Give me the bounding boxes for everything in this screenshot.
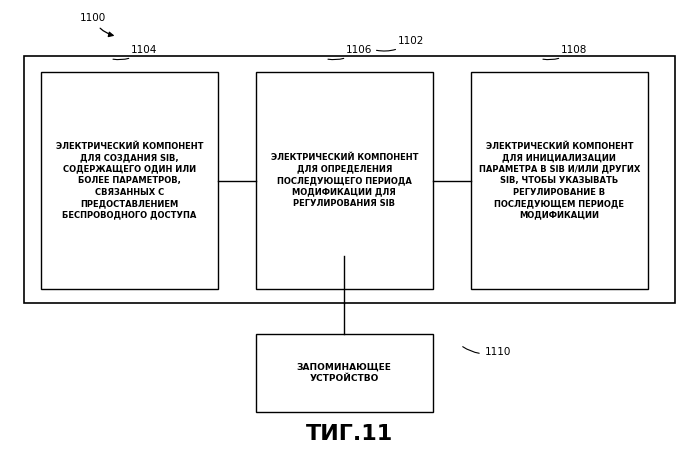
Bar: [24, 57, 675, 303]
Text: 1110: 1110: [463, 347, 511, 357]
Text: 1104: 1104: [113, 45, 157, 60]
Text: 1102: 1102: [377, 36, 424, 51]
Text: 1108: 1108: [543, 45, 587, 60]
Text: ЭЛЕКТРИЧЕСКИЙ КОМПОНЕНТ
ДЛЯ ИНИЦИАЛИЗАЦИИ
ПАРАМЕТРА В SIB И/ИЛИ ДРУГИХ
SIB, ЧТОБ: ЭЛЕКТРИЧЕСКИЙ КОМПОНЕНТ ДЛЯ ИНИЦИАЛИЗАЦИ…: [479, 142, 640, 220]
Text: 1106: 1106: [328, 45, 373, 60]
Text: ЗАПОМИНАЮЩЕЕ
УСТРОЙСТВО: ЗАПОМИНАЮЩЕЕ УСТРОЙСТВО: [297, 363, 391, 383]
Text: ЭЛЕКТРИЧЕСКИЙ КОМПОНЕНТ
ДЛЯ ОПРЕДЕЛЕНИЯ
ПОСЛЕДУЮЩЕГО ПЕРИОДА
МОДИФИКАЦИИ ДЛЯ
РЕГ: ЭЛЕКТРИЧЕСКИЙ КОМПОНЕНТ ДЛЯ ОПРЕДЕЛЕНИЯ …: [271, 153, 418, 208]
Bar: [256, 72, 433, 289]
Text: ΤИГ.11: ΤИГ.11: [306, 424, 393, 443]
Text: 1100: 1100: [80, 14, 113, 37]
Text: ЭЛЕКТРИЧЕСКИЙ КОМПОНЕНТ
ДЛЯ СОЗДАНИЯ SIB,
СОДЕРЖАЩЕГО ОДИН ИЛИ
БОЛЕЕ ПАРАМЕТРОВ,: ЭЛЕКТРИЧЕСКИЙ КОМПОНЕНТ ДЛЯ СОЗДАНИЯ SIB…: [56, 142, 203, 220]
Bar: [471, 72, 648, 289]
Bar: [256, 334, 433, 412]
Bar: [41, 72, 218, 289]
